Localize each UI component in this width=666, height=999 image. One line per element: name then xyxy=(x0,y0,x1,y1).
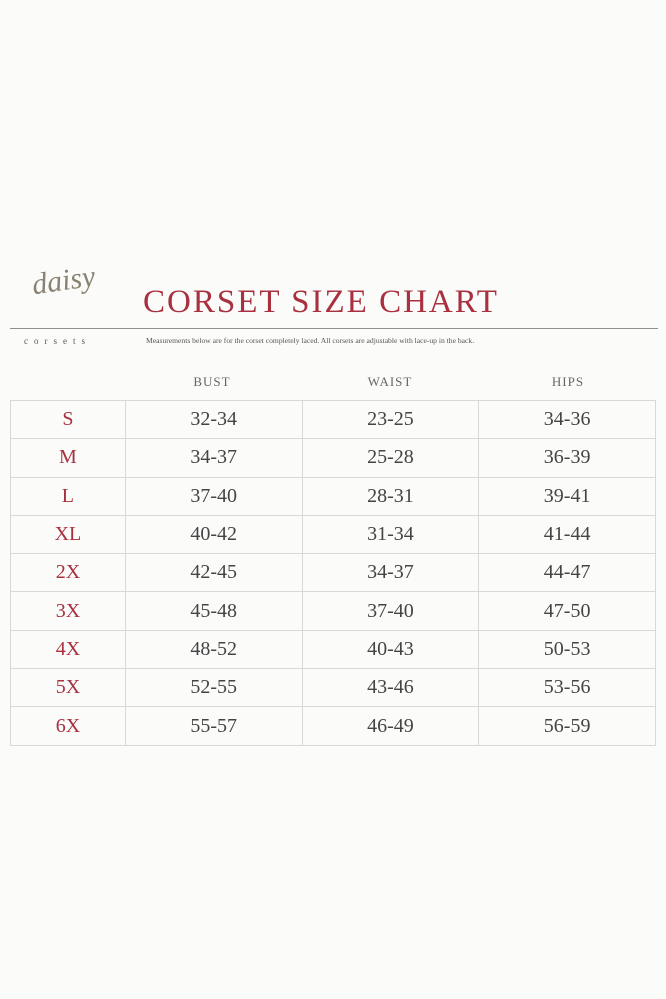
table-row: S 32-34 23-25 34-36 xyxy=(10,399,656,440)
column-header-bust: BUST xyxy=(193,374,231,389)
cell-waist: 40-43 xyxy=(301,629,480,670)
brand-logo: daisy corsets xyxy=(6,259,136,347)
cell-waist: 31-34 xyxy=(301,514,480,555)
cell-waist: 28-31 xyxy=(301,476,480,516)
size-table: S 32-34 23-25 34-36 M 34-37 25-28 36-39 L 37-40 28… xyxy=(10,399,656,746)
table-row: M 34-37 25-28 36-39 xyxy=(10,438,656,478)
cell-hips: 47-50 xyxy=(478,591,656,631)
logo-subtitle: corsets xyxy=(24,336,91,346)
table-row: 4X 48-52 40-43 50-53 xyxy=(10,629,656,670)
table-row: L 37-40 28-31 39-41 xyxy=(10,476,656,516)
column-header-hips: HIPS xyxy=(551,374,585,389)
cell-bust: 37-40 xyxy=(124,476,303,516)
logo-script: daisy xyxy=(29,259,98,302)
cell-size: S xyxy=(10,399,126,440)
cell-size: 3X xyxy=(10,591,126,631)
cell-hips: 53-56 xyxy=(478,668,656,708)
cell-waist: 37-40 xyxy=(301,591,480,631)
table-row: 2X 42-45 34-37 44-47 xyxy=(10,553,656,593)
cell-waist: 23-25 xyxy=(301,399,480,440)
cell-hips: 34-36 xyxy=(478,399,656,440)
cell-waist: 46-49 xyxy=(301,706,480,746)
cell-bust: 52-55 xyxy=(124,668,303,708)
cell-waist: 34-37 xyxy=(301,553,480,593)
table-row: 6X 55-57 46-49 56-59 xyxy=(10,706,656,746)
divider xyxy=(10,328,658,329)
cell-hips: 44-47 xyxy=(478,553,656,593)
cell-bust: 32-34 xyxy=(124,399,303,440)
table-row: 3X 45-48 37-40 47-50 xyxy=(10,591,656,631)
cell-bust: 45-48 xyxy=(124,591,303,631)
cell-hips: 36-39 xyxy=(478,438,656,478)
cell-bust: 48-52 xyxy=(124,629,303,670)
column-header-waist: WAIST xyxy=(367,374,413,389)
cell-size: M xyxy=(10,438,126,478)
cell-bust: 42-45 xyxy=(124,553,303,593)
cell-bust: 34-37 xyxy=(124,438,303,478)
cell-size: 6X xyxy=(10,706,126,746)
cell-size: 2X xyxy=(10,553,126,593)
cell-hips: 41-44 xyxy=(478,514,656,555)
page-title: CORSET SIZE CHART xyxy=(143,284,499,320)
cell-hips: 56-59 xyxy=(478,706,656,746)
cell-size: XL xyxy=(10,514,126,555)
cell-size: 4X xyxy=(10,629,126,670)
cell-bust: 55-57 xyxy=(124,706,303,746)
table-row: XL 40-42 31-34 41-44 xyxy=(10,514,656,555)
cell-waist: 43-46 xyxy=(301,668,480,708)
cell-size: 5X xyxy=(10,668,126,708)
cell-hips: 39-41 xyxy=(478,476,656,516)
cell-size: L xyxy=(10,476,126,516)
table-row: 5X 52-55 43-46 53-56 xyxy=(10,668,656,708)
cell-hips: 50-53 xyxy=(478,629,656,670)
cell-bust: 40-42 xyxy=(124,514,303,555)
cell-waist: 25-28 xyxy=(301,438,480,478)
measurement-note: Measurements below are for the corset co… xyxy=(146,336,475,345)
